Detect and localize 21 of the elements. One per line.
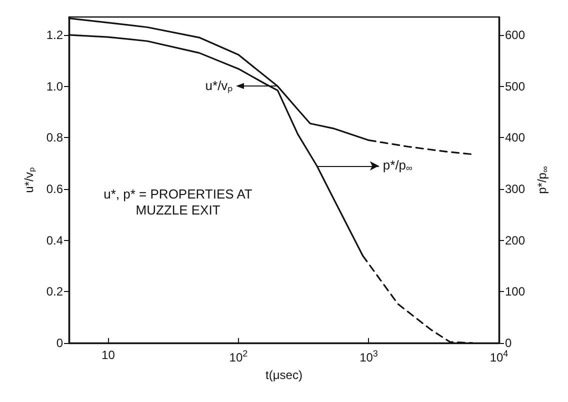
y-axis-title: u*/vₚ [22, 167, 36, 193]
y2-tick-label: 0 [505, 336, 512, 350]
y2-tick-label: 200 [505, 233, 526, 248]
y-tick-label: 0.2 [46, 284, 64, 299]
y2-tick-label: 600 [505, 28, 526, 42]
y2-tick-label: 100 [505, 284, 526, 299]
y-tick-label: 0 [56, 336, 64, 350]
y-tick-label: 1.0 [46, 79, 64, 94]
y2-axis-title: p*/p∞ [534, 166, 550, 194]
y2-tick-label: 300 [505, 182, 526, 196]
x-tick-label: 10 [102, 348, 116, 362]
y2-tick-label: 400 [505, 130, 526, 145]
legend-label: p*/p∞ [382, 157, 414, 173]
x-axis-title: t(μsec) [266, 368, 302, 382]
y2-tick-label: 500 [505, 79, 526, 94]
y-tick-label: 1.2 [46, 28, 64, 42]
annotation: u*/vₚ [205, 78, 233, 94]
y-tick-label: 0.6 [46, 182, 64, 196]
y-tick-label: 0.4 [46, 233, 64, 248]
annotation: u*, p* = PROPERTIES AT MUZZLE EXIT [104, 186, 252, 218]
y-tick-label: 0.8 [46, 130, 64, 145]
